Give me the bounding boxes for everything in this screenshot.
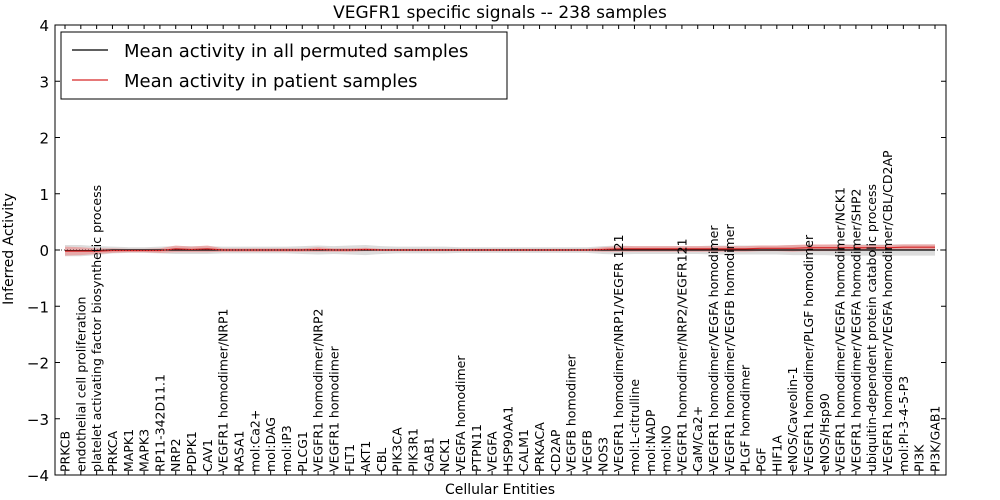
x-tick-label: VEGFR1 homodimer/NRP1	[216, 309, 231, 472]
x-tick-label: VEGFR1 homodimer/NRP2/VEGFR121	[674, 238, 689, 472]
x-tick-label: mol:Ca2+	[247, 410, 262, 472]
x-tick-label: PGF	[754, 448, 769, 472]
x-tick-label: NOS3	[595, 437, 610, 472]
x-tick-label: eNOS/Caveolin-1	[785, 367, 800, 472]
x-tick-label: VEGFB homodimer	[564, 353, 579, 472]
x-tick-label: VEGFR1 homodimer	[326, 345, 341, 472]
x-tick-label: CAV1	[200, 439, 215, 472]
y-tick-label: 1	[39, 186, 49, 204]
y-tick-label: 3	[39, 73, 49, 91]
x-tick-label: RP11-342D11.1	[152, 374, 167, 472]
y-axis-label: Inferred Activity	[1, 193, 17, 305]
x-tick-label: VEGFR1 homodimer/VEGFA homodimer/NCK1	[833, 187, 848, 472]
plot-frame	[54, 24, 947, 476]
x-tick-label: HSP90AA1	[500, 406, 515, 472]
series-lines	[55, 246, 946, 252]
x-tick-label: VEGFA homodimer	[453, 355, 468, 472]
x-tick-label: HIF1A	[769, 435, 784, 472]
legend-label-permuted: Mean activity in all permuted samples	[124, 41, 468, 62]
x-tick-label: GAB1	[421, 437, 436, 472]
x-axis-ticks	[64, 25, 936, 475]
x-axis-label: Cellular Entities	[445, 482, 555, 498]
x-tick-label: AKT1	[358, 441, 373, 472]
x-tick-label: CaM/Ca2+	[690, 406, 705, 472]
x-tick-label: VEGFR1 homodimer/PLGF homodimer	[801, 234, 816, 472]
x-tick-label: FLT1	[342, 444, 357, 472]
y-tick-label: 2	[39, 130, 49, 148]
x-tick-label: platelet activating factor biosynthetic …	[89, 185, 104, 472]
x-tick-label: endothelial cell proliferation	[73, 297, 88, 472]
x-tick-label: CD2AP	[548, 429, 563, 472]
x-tick-label: CALM1	[516, 429, 531, 472]
x-tick-label: VEGFR1 homodimer/VEGFA homodimer/CBL/CD2…	[880, 150, 895, 472]
x-tick-label: mol:NO	[659, 425, 674, 472]
x-tick-label: mol:IP3	[279, 425, 294, 472]
y-axis-ticks: −4 −3 −2 −1 0 1 2 3 4	[27, 17, 946, 485]
x-tick-label: PLGF homodimer	[738, 364, 753, 472]
x-tick-label: MAPK1	[121, 429, 136, 472]
x-tick-label: CBL	[374, 448, 389, 472]
x-tick-label: PIK3CA	[390, 427, 405, 472]
x-tick-label: PLCG1	[295, 431, 310, 472]
x-tick-label: RASA1	[232, 431, 247, 472]
x-tick-label: mol:DAG	[263, 417, 278, 472]
x-tick-label: PI3K/GAB1	[928, 406, 943, 472]
y-tick-label: −1	[27, 298, 49, 316]
x-tick-label: VEGFR1 homodimer/VEGFA homodimer	[706, 225, 721, 472]
x-tick-label: PRKCA	[105, 431, 120, 472]
x-tick-label: PIK3R1	[406, 428, 421, 472]
legend-box	[60, 31, 508, 100]
x-tick-label: mol:NADP	[643, 409, 658, 472]
x-tick-label: mol:PI-3-4-5-P3	[896, 376, 911, 472]
chart-title: VEGFR1 specific signals -- 238 samples	[333, 3, 667, 23]
x-tick-label: VEGFR1 homodimer/VEGFB homodimer	[722, 224, 737, 472]
y-tick-label: −4	[27, 467, 49, 485]
x-tick-label: PDPK1	[184, 431, 199, 472]
y-tick-label: 0	[39, 242, 49, 260]
x-tick-label: MAPK3	[137, 429, 152, 472]
x-tick-label: PRKACA	[532, 422, 547, 472]
x-axis-tick-labels: PRKCB endothelial cell proliferation plate…	[58, 150, 943, 472]
x-tick-label: mol:L-citrulline	[627, 379, 642, 472]
x-tick-label: PI3K	[912, 444, 927, 472]
legend-label-patient: Mean activity in patient samples	[124, 71, 418, 92]
x-tick-label: NRP2	[168, 438, 183, 472]
x-tick-label: VEGFR1 homodimer/VEGFA homodimer/SHP2	[848, 188, 863, 472]
x-tick-label: VEGFA	[485, 431, 500, 472]
x-tick-label: VEGFR1 homodimer/NRP2	[311, 309, 326, 472]
legend: Mean activity in all permuted samples Me…	[60, 31, 508, 100]
y-tick-label: −3	[27, 411, 49, 429]
x-tick-label: PTPN11	[469, 424, 484, 472]
x-tick-label: eNOS/Hsp90	[817, 393, 832, 472]
y-tick-label: 4	[39, 17, 49, 35]
x-tick-label: VEGFB	[580, 430, 595, 472]
y-tick-label: −2	[27, 355, 49, 373]
x-tick-label: NCK1	[437, 438, 452, 472]
x-tick-label: PRKCB	[58, 431, 73, 472]
x-tick-label: ubiquitin-dependent protein catabolic pr…	[864, 184, 879, 472]
x-tick-label: VEGFR1 homodimer/NRP1/VEGFR 121	[611, 234, 626, 472]
